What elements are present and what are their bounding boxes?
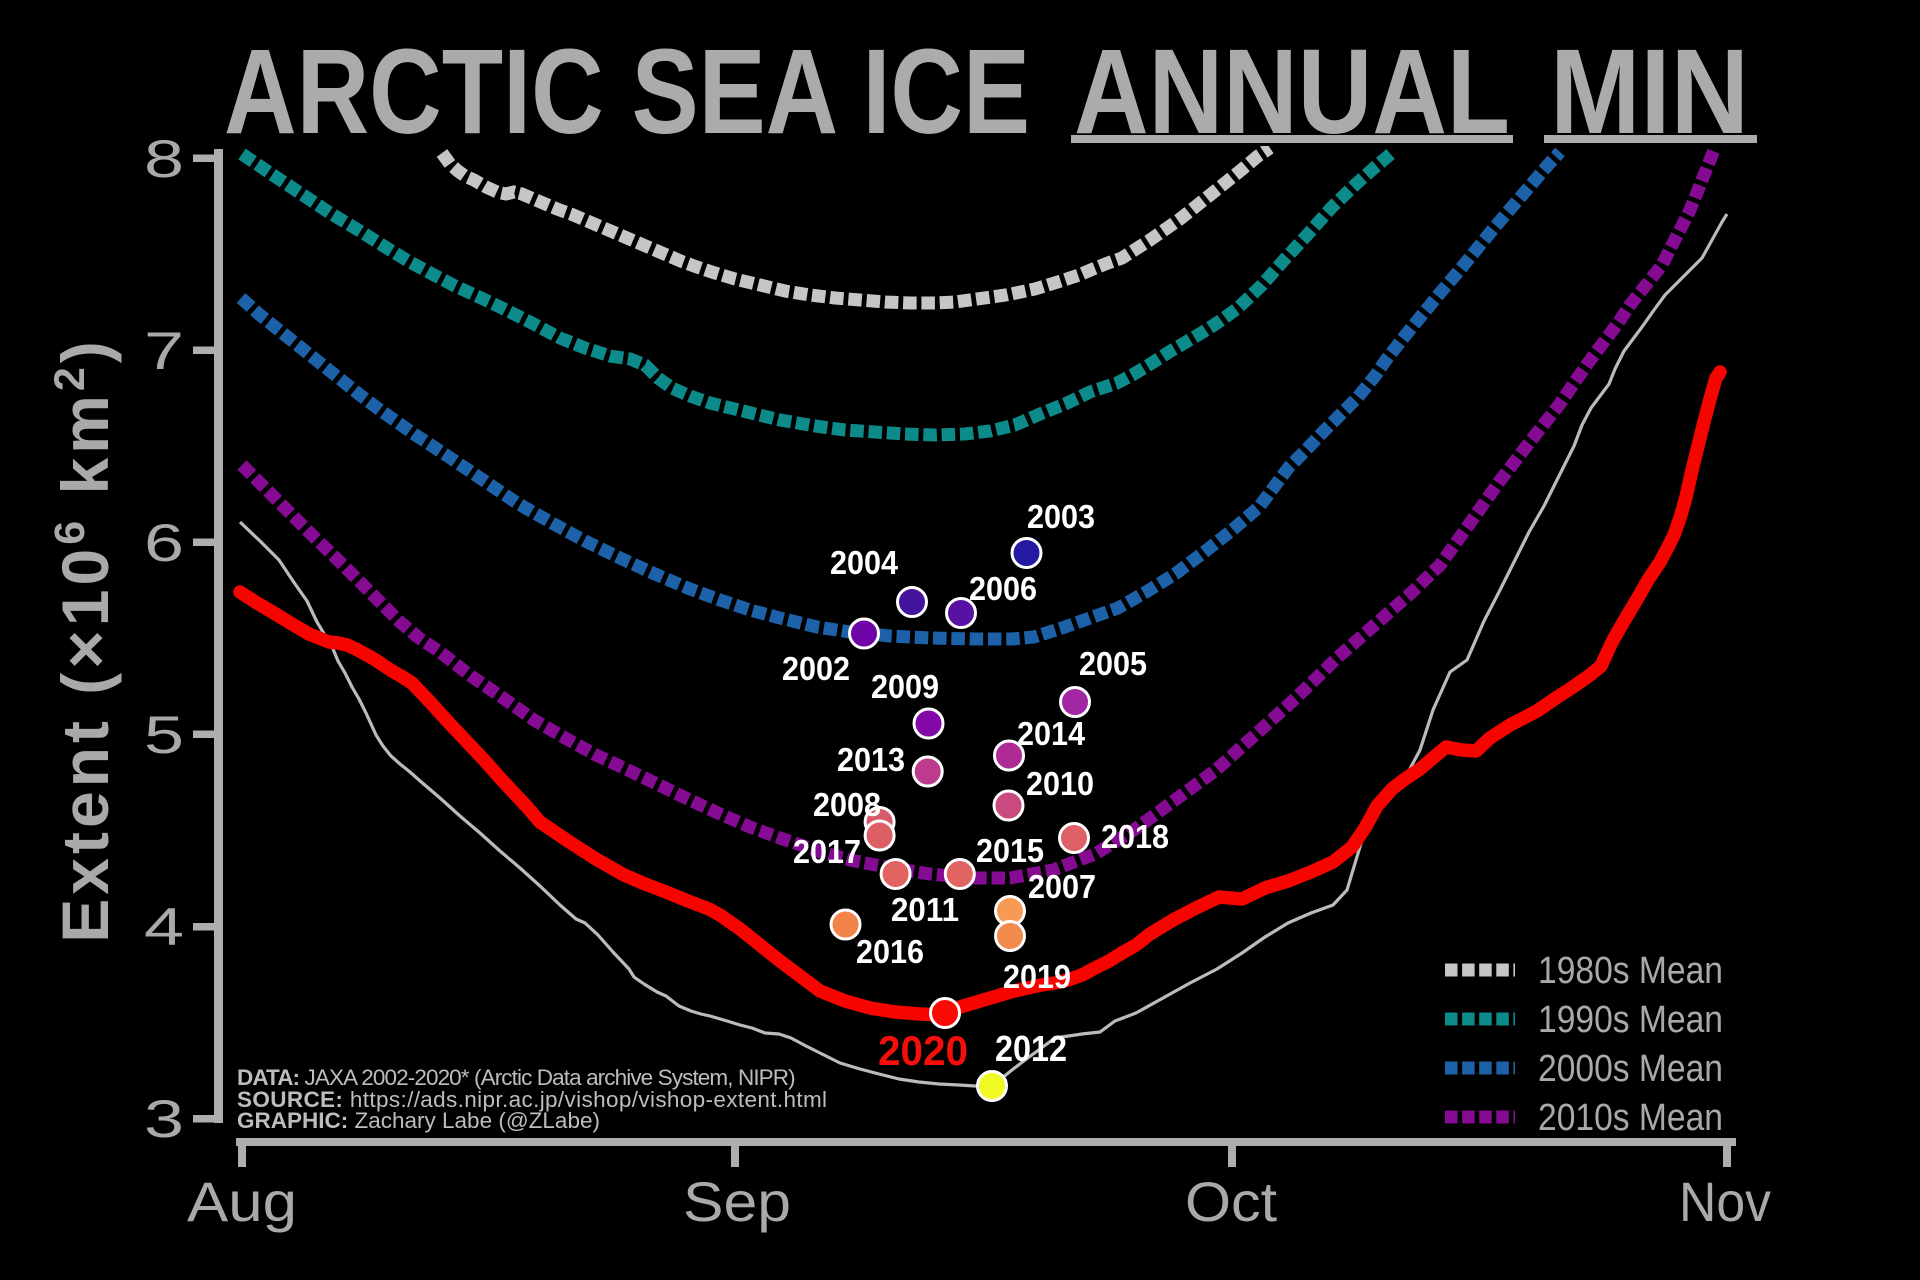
svg-text:2007: 2007 — [1028, 868, 1096, 905]
svg-text:2013: 2013 — [837, 741, 905, 778]
svg-text:GRAPHIC: Zachary Labe (@ZLabe): GRAPHIC: Zachary Labe (@ZLabe) — [237, 1108, 600, 1133]
svg-text:7: 7 — [144, 322, 184, 381]
svg-text:Nov: Nov — [1679, 1170, 1771, 1233]
svg-text:2011: 2011 — [891, 891, 959, 928]
svg-text:Aug: Aug — [187, 1170, 297, 1233]
svg-text:4: 4 — [144, 898, 184, 957]
svg-text:2000s Mean: 2000s Mean — [1538, 1048, 1723, 1090]
svg-text:2003: 2003 — [1027, 498, 1095, 535]
svg-text:Sep: Sep — [683, 1170, 791, 1233]
svg-text:DATA: JAXA 2002-2020* (Arctic: DATA: JAXA 2002-2020* (Arctic Data archi… — [237, 1065, 795, 1090]
svg-text:5: 5 — [144, 706, 184, 765]
svg-text:2005: 2005 — [1079, 645, 1147, 682]
svg-text:2018: 2018 — [1101, 818, 1169, 855]
svg-text:ARCTIC SEA ICE: ARCTIC SEA ICE — [224, 23, 1030, 159]
svg-text:2004: 2004 — [830, 544, 899, 581]
svg-text:2008: 2008 — [813, 786, 881, 823]
svg-text:2020: 2020 — [878, 1027, 968, 1074]
svg-text:2006: 2006 — [969, 570, 1037, 607]
svg-text:2017: 2017 — [793, 833, 861, 870]
svg-text:2015: 2015 — [976, 832, 1044, 869]
svg-text:2010s Mean: 2010s Mean — [1538, 1097, 1723, 1139]
svg-text:2012: 2012 — [995, 1028, 1067, 1069]
svg-text:6: 6 — [144, 514, 184, 573]
svg-text:8: 8 — [144, 130, 184, 189]
svg-text:2010: 2010 — [1026, 765, 1094, 802]
svg-text:Oct: Oct — [1185, 1170, 1277, 1233]
svg-text:Extent (×106 km2): Extent (×106 km2) — [46, 337, 122, 943]
svg-text:2002: 2002 — [782, 650, 850, 687]
svg-text:3: 3 — [144, 1090, 184, 1149]
svg-text:1990s Mean: 1990s Mean — [1538, 999, 1723, 1041]
svg-text:SOURCE: https://ads.nipr.ac.jp: SOURCE: https://ads.nipr.ac.jp/vishop/vi… — [237, 1087, 827, 1112]
svg-text:2016: 2016 — [856, 933, 924, 970]
svg-text:2009: 2009 — [871, 668, 939, 705]
svg-text:1980s Mean: 1980s Mean — [1538, 950, 1723, 992]
svg-text:2019: 2019 — [1003, 958, 1071, 995]
svg-text:2014: 2014 — [1017, 715, 1086, 752]
